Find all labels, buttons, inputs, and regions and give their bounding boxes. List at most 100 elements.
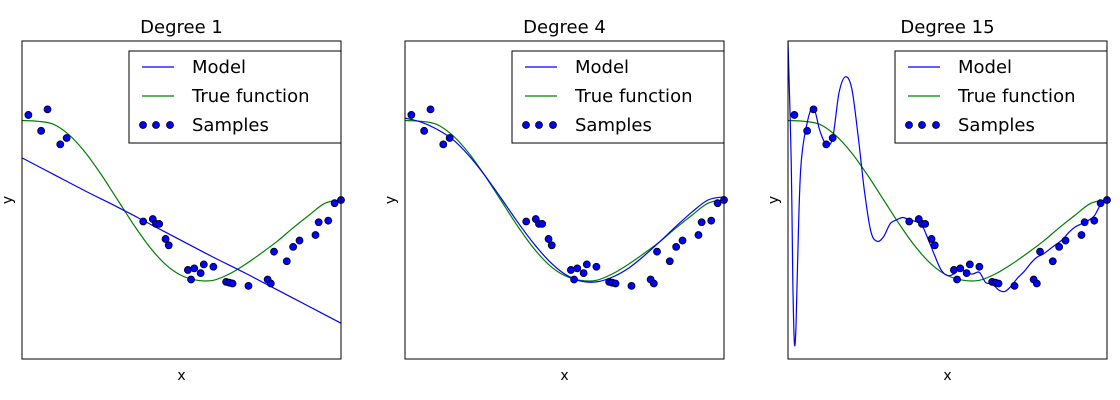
sample-point <box>921 219 930 228</box>
sample-point <box>420 126 429 135</box>
legend: Model True function Samples <box>128 50 342 144</box>
sample-point <box>43 105 52 114</box>
sample-point <box>713 199 722 208</box>
sample-point <box>573 264 582 273</box>
x-axis-label: x <box>177 368 185 384</box>
legend-samples-marker <box>535 121 543 129</box>
sample-point <box>37 126 46 135</box>
sample-point <box>697 218 706 227</box>
legend-label: True function <box>191 86 309 107</box>
sample-point <box>439 140 448 149</box>
y-axis-label: y <box>383 196 399 204</box>
legend-samples-marker <box>932 121 940 129</box>
sample-point <box>828 134 837 142</box>
sample-point <box>187 275 195 284</box>
legend-label: Model <box>192 57 246 78</box>
x-axis-label: x <box>560 368 568 384</box>
sample-point <box>790 111 799 119</box>
legend-samples-marker <box>522 121 530 129</box>
sample-point <box>962 269 971 278</box>
sample-point <box>570 275 578 284</box>
sample-point <box>282 257 291 266</box>
sample-point <box>1077 231 1086 239</box>
legend-samples-marker <box>152 121 160 129</box>
sample-point <box>183 266 192 274</box>
chart-title: Degree 15 <box>900 17 994 38</box>
sample-point <box>707 216 716 225</box>
sample-point <box>324 216 333 225</box>
legend-samples-marker <box>905 121 913 129</box>
legend-box <box>511 50 725 144</box>
legend: Model True function Samples <box>894 50 1108 144</box>
sample-point <box>1090 216 1099 225</box>
legend: Model True function Samples <box>511 50 725 144</box>
chart-title: Degree 1 <box>140 17 223 38</box>
sample-point <box>566 266 575 274</box>
sample-point <box>653 247 661 256</box>
legend-samples-marker <box>139 121 147 129</box>
model-line <box>405 117 724 283</box>
sample-point <box>196 269 205 278</box>
subplot-2: Degree 4 x y Model True function Samples <box>383 17 728 384</box>
sample-point <box>1061 236 1070 245</box>
legend-samples-marker <box>166 121 174 129</box>
sample-point <box>139 217 148 226</box>
sample-point <box>1036 247 1044 256</box>
sample-point <box>1080 218 1089 227</box>
y-axis-label: y <box>766 196 782 204</box>
sample-point <box>228 279 237 288</box>
sample-point <box>199 260 208 269</box>
sample-point <box>155 219 164 228</box>
sample-point <box>1032 279 1041 288</box>
sample-point <box>930 241 939 250</box>
legend-samples-marker <box>549 121 557 129</box>
sample-point <box>538 219 547 228</box>
sample-point <box>1096 199 1105 208</box>
sample-point <box>62 134 71 142</box>
sample-point <box>164 241 173 250</box>
sample-point <box>445 134 454 142</box>
sample-point <box>266 279 275 288</box>
sample-point <box>905 217 914 226</box>
legend-label: Model <box>958 57 1012 78</box>
legend-box <box>894 50 1108 144</box>
sample-point <box>678 236 687 245</box>
sample-point <box>927 235 936 243</box>
sample-point <box>582 260 591 269</box>
sample-point <box>311 231 320 239</box>
sample-point <box>161 235 170 243</box>
sample-point <box>994 279 1003 288</box>
legend-label: Samples <box>192 115 269 136</box>
sample-point <box>544 235 553 243</box>
axes-frame <box>787 40 1108 360</box>
y-axis-label: y <box>0 196 16 204</box>
sample-point <box>579 269 588 278</box>
sample-point <box>803 126 812 135</box>
legend-label: Samples <box>575 115 652 136</box>
sample-point <box>1055 243 1064 251</box>
sample-point <box>56 140 65 149</box>
sample-point <box>190 264 199 273</box>
sample-point <box>24 111 33 119</box>
legend-label: Samples <box>958 115 1035 136</box>
sample-point <box>522 217 531 226</box>
legend-samples-marker <box>918 121 926 129</box>
chart-title: Degree 4 <box>523 17 606 38</box>
sample-point <box>295 236 304 245</box>
sample-point <box>244 281 253 290</box>
sample-point <box>426 105 435 114</box>
true-function-line <box>22 119 341 282</box>
sample-point <box>956 264 965 273</box>
legend-label: True function <box>957 86 1075 107</box>
samples <box>407 105 728 290</box>
sample-point <box>407 111 416 119</box>
model-line <box>22 157 341 324</box>
sample-point <box>953 275 961 284</box>
subplot-3: Degree 15 x y Model True function Samples <box>766 17 1111 384</box>
true-function-line <box>405 119 724 282</box>
sample-point <box>672 243 681 251</box>
sample-point <box>965 260 974 269</box>
sample-point <box>209 262 218 271</box>
sample-point <box>330 199 339 208</box>
sample-point <box>611 279 620 288</box>
